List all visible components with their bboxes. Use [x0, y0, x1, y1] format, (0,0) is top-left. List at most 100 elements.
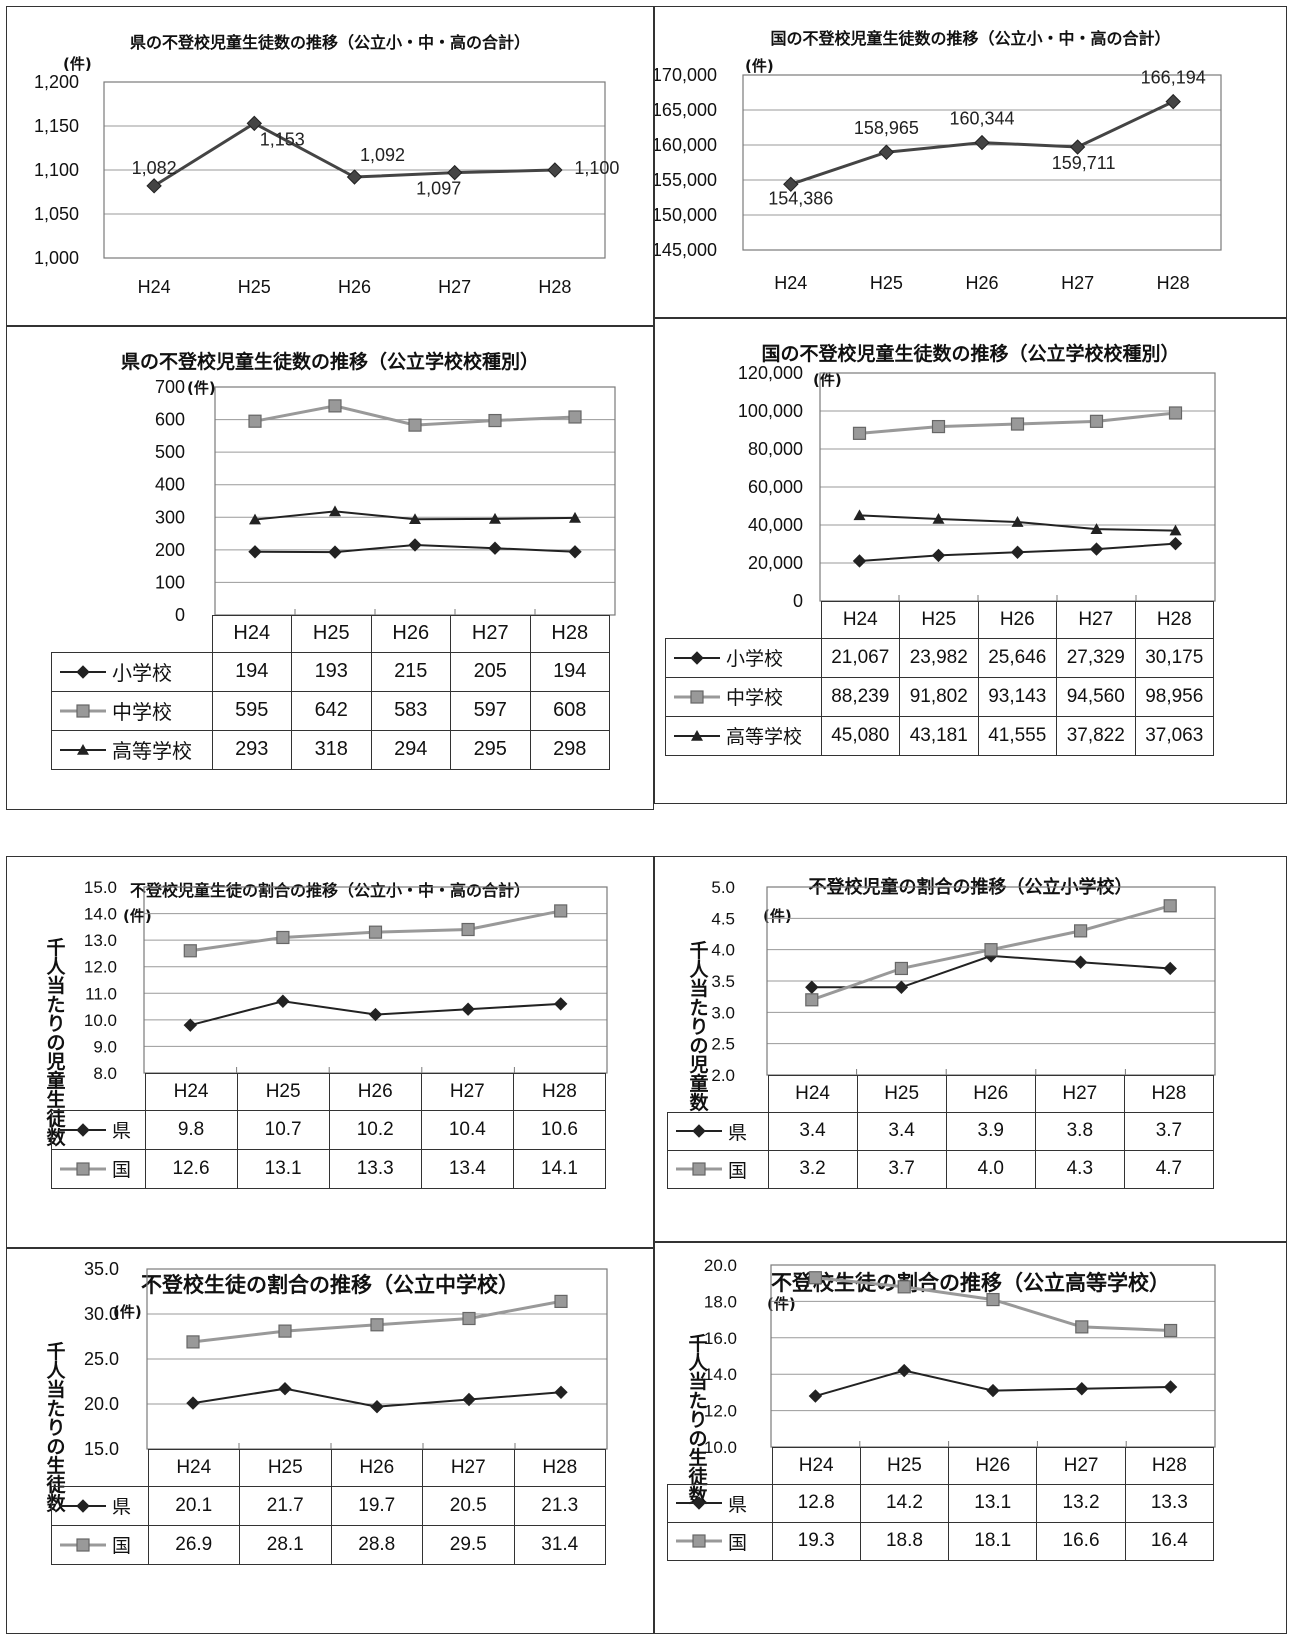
data-point — [1010, 545, 1025, 559]
table-cell: 98,956 — [1134, 676, 1214, 717]
table-cell: 3.2 — [767, 1149, 858, 1189]
x-tick-label: H26 — [328, 1073, 422, 1111]
legend-entry: 国 — [667, 1149, 769, 1189]
data-point — [76, 703, 90, 718]
legend-entry: 県 — [667, 1111, 769, 1151]
table-cell: 16.4 — [1124, 1521, 1214, 1561]
table-cell: 4.0 — [945, 1149, 1036, 1189]
table-row: 国 3.2 3.7 4.0 4.3 4.7 — [667, 1149, 1214, 1189]
unit-label: (件) — [63, 55, 92, 73]
x-tick-label: H28 — [1123, 1075, 1214, 1113]
table-corner — [51, 1449, 149, 1486]
x-tick-label: H27 — [1061, 273, 1094, 293]
table-cell: 88,239 — [820, 676, 900, 717]
data-point — [692, 1124, 706, 1138]
data-point — [246, 115, 263, 132]
data-label: 1,153 — [260, 129, 305, 149]
data-point — [1168, 406, 1183, 420]
table-row: 小学校 194 193 215 205 194 — [51, 651, 610, 692]
chart-plot: 10.012.014.016.018.020.0 — [704, 1256, 1216, 1457]
series-国 — [805, 899, 1177, 1007]
table-cell: 3.4 — [767, 1111, 858, 1151]
data-point — [1164, 1323, 1178, 1338]
unit-label: (件) — [767, 1295, 796, 1313]
data-point — [1075, 1320, 1089, 1334]
x-tick-label: H24 — [211, 615, 292, 653]
y-axis-label: 千人当たりの児童生徒数 — [46, 937, 66, 1149]
legend-swatch — [674, 1494, 724, 1512]
table-cell: 3.7 — [856, 1149, 947, 1189]
y-tick-label: 600 — [155, 410, 185, 430]
data-point — [1169, 524, 1182, 536]
table-row: 国 12.6 13.1 13.3 13.4 14.1 — [51, 1148, 606, 1189]
x-tick-label: H24 — [774, 273, 807, 293]
series-国 — [808, 1271, 1178, 1338]
legend-label: 県 — [728, 1494, 748, 1516]
y-tick-label: 400 — [155, 475, 185, 495]
data-label: 158,965 — [854, 118, 919, 138]
plot-frame — [146, 1268, 608, 1450]
data-point — [249, 513, 261, 525]
series-県 — [186, 1381, 568, 1414]
data-point — [76, 664, 90, 679]
data-point — [690, 689, 704, 704]
chart-title: 県の不登校児童生徒数の推移（公立学校校種別） — [120, 351, 539, 373]
data-point — [462, 1311, 476, 1326]
table-cell: 16.6 — [1036, 1521, 1126, 1561]
legend-label: 国 — [112, 1160, 132, 1181]
series-県 — [805, 949, 1177, 994]
data-point — [248, 545, 262, 559]
data-point — [370, 1399, 384, 1414]
chart-panel-ratio-total: 不登校児童生徒の割合の推移（公立小・中・高の合計） (件) 千人当たりの児童生徒… — [6, 856, 654, 1248]
y-tick-label: 165,000 — [655, 100, 717, 120]
data-point — [852, 554, 867, 568]
legend-entry: 国 — [51, 1524, 149, 1565]
legend-entry: 高等学校 — [665, 715, 822, 756]
table-cell: 295 — [450, 729, 531, 770]
table-cell: 13.1 — [948, 1483, 1038, 1523]
x-tick-label: H24 — [144, 1073, 238, 1111]
x-tick-label: H26 — [965, 273, 998, 293]
y-tick-label: 3.5 — [711, 972, 735, 991]
chart-title: 不登校生徒の割合の推移（公立高等学校） — [771, 1271, 1170, 1295]
x-tick-label: H27 — [1036, 1447, 1126, 1485]
y-tick-label: 14.0 — [84, 905, 117, 924]
data-point — [897, 1280, 911, 1294]
y-tick-label: 700 — [155, 377, 185, 397]
legend-entry: 小学校 — [665, 637, 822, 678]
data-point — [278, 1324, 292, 1338]
data-point — [276, 930, 290, 945]
table-row: 県 9.8 10.7 10.2 10.4 10.6 — [51, 1109, 606, 1150]
unit-label: (件) — [763, 907, 792, 925]
table-cell: 18.1 — [948, 1521, 1038, 1561]
y-tick-label: 40,000 — [748, 515, 803, 535]
data-point — [554, 1385, 568, 1400]
data-point — [346, 169, 363, 185]
x-tick-label: H26 — [370, 615, 451, 653]
y-tick-label: 3.0 — [711, 1003, 735, 1022]
table-cell: 3.8 — [1034, 1111, 1125, 1151]
chart-plot: 1,000 1,050 1,100 1,150 1,200 H24 H25 H26 H27 H28… — [34, 72, 619, 297]
x-tick-label: H27 — [422, 1449, 515, 1487]
table-cell: 595 — [211, 690, 292, 731]
table-cell: 642 — [291, 690, 372, 731]
legend-entry: 中学校 — [51, 690, 213, 731]
x-tick-label: H25 — [238, 277, 271, 297]
series-total — [783, 93, 1181, 193]
data-table: H24 H25 H26 H27 H28 県 20.1 21.7 19.7 20.5 21.3 国 26.… — [51, 1449, 606, 1565]
x-tick-label: H25 — [291, 615, 372, 653]
y-tick-label: 35.0 — [84, 1259, 119, 1279]
data-point — [1165, 93, 1181, 110]
y-tick-label: 0 — [793, 591, 803, 611]
y-tick-label: 80,000 — [748, 439, 803, 459]
table-cell: 19.3 — [771, 1521, 861, 1561]
data-point — [568, 410, 582, 424]
x-tick-label: H27 — [1056, 601, 1136, 639]
x-tick-label: H25 — [239, 1449, 332, 1487]
data-point — [248, 414, 262, 428]
table-cell: 608 — [529, 690, 610, 731]
y-tick-label: 100,000 — [738, 401, 803, 421]
data-point — [183, 944, 197, 958]
plot-frame — [766, 886, 1216, 1076]
chart-title: 県の不登校児童生徒数の推移（公立小・中・高の合計） — [129, 33, 530, 52]
